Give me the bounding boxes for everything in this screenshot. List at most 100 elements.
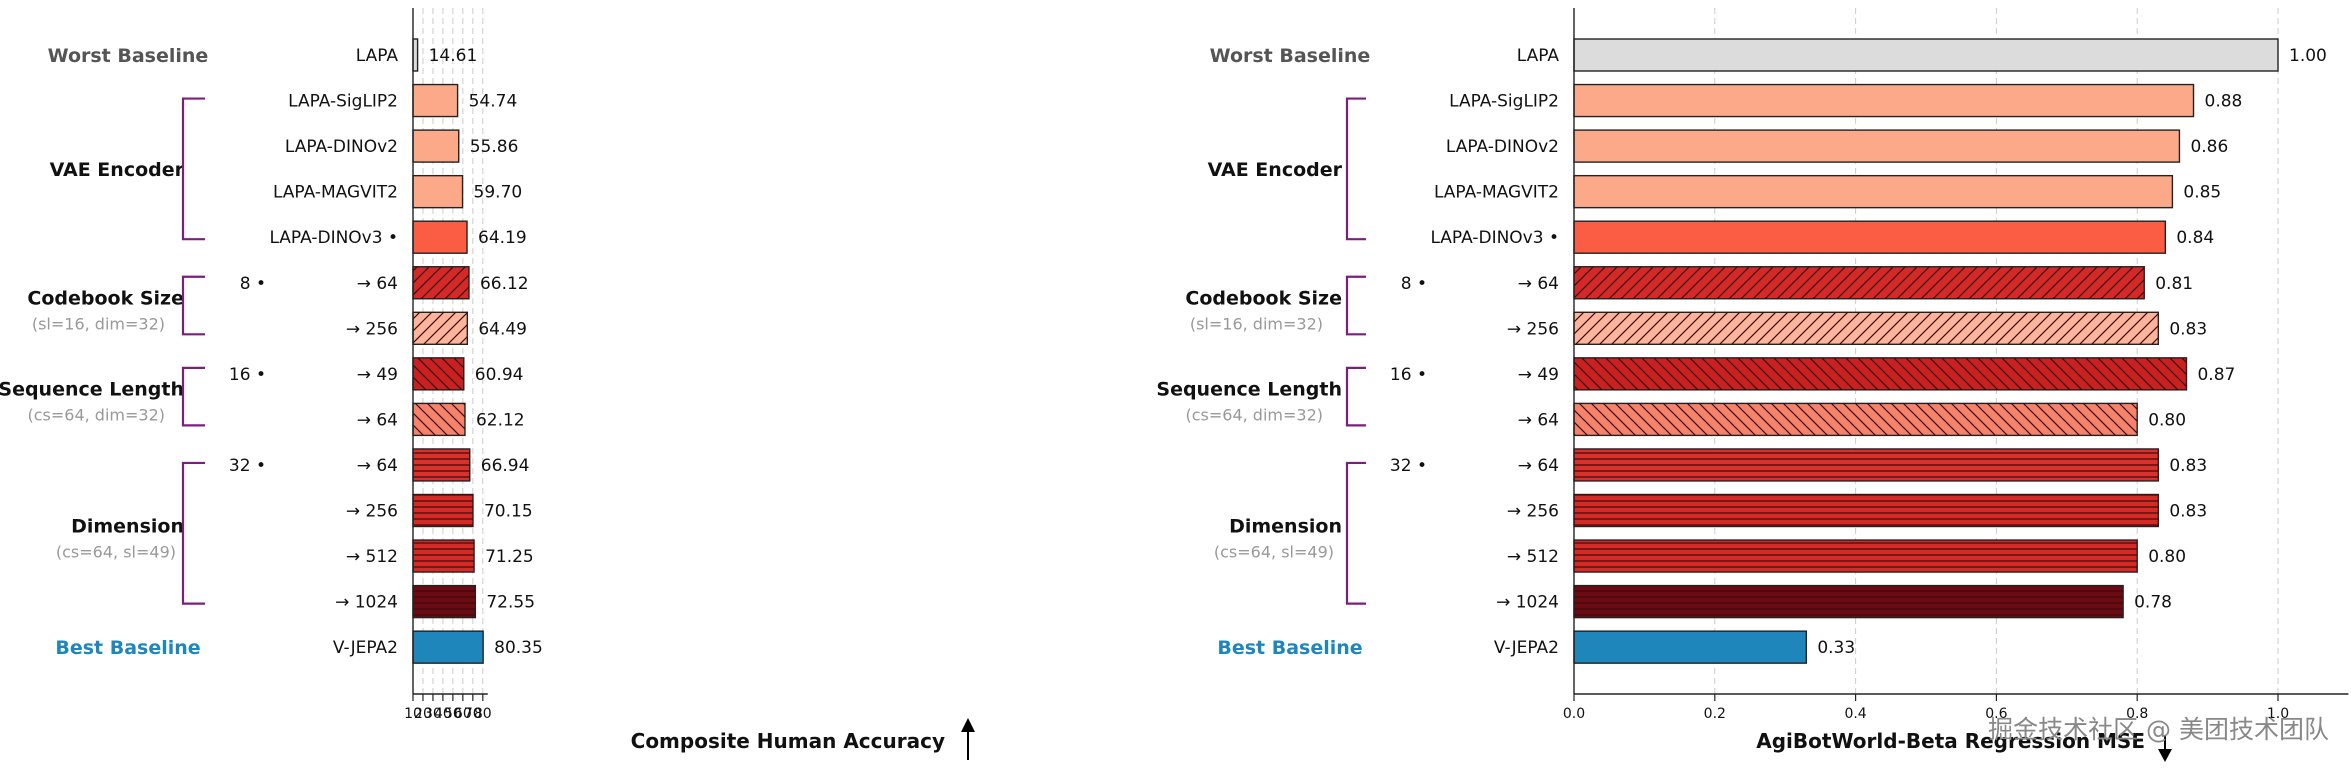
panel1-group-bracket xyxy=(181,461,205,605)
panel2-x-tick-label: 1.0 xyxy=(2267,706,2289,722)
panel1-group-subtitle: (cs=64, sl=49) xyxy=(56,542,176,561)
panel2-group-bracket xyxy=(1345,275,1366,336)
panel1-category-label: → 64 xyxy=(357,456,398,476)
panel1-category-label: → 256 xyxy=(346,319,398,339)
panel2-category-label: V-JEPA2 xyxy=(1494,638,1559,658)
panel1-bar-hatch xyxy=(413,448,470,481)
panel1-group-title: Worst Baseline xyxy=(48,45,209,67)
panel2-value-label: 1.00 xyxy=(2289,46,2327,66)
panel2-value-label: 0.88 xyxy=(2205,92,2243,112)
panel2-group-bracket xyxy=(1345,97,1366,241)
panel2-category-label: LAPA-MAGVIT2 xyxy=(1434,183,1559,203)
panel2-category-label: → 64 xyxy=(1518,274,1559,294)
panel1-bar xyxy=(412,129,460,163)
panel1-x-tick-label: 80 xyxy=(474,706,492,722)
panel1-x-tick-label: 70 xyxy=(464,706,482,722)
panel2-bar xyxy=(1573,83,2195,118)
panel2-bar xyxy=(1573,630,1808,664)
panel1-value-label: 66.94 xyxy=(481,456,530,476)
panel2-bar-hatch xyxy=(1574,312,2159,345)
panel2-bar xyxy=(1573,38,2279,72)
panel1-value-label: 72.55 xyxy=(486,593,535,613)
panel2-group-title: Worst Baseline xyxy=(1210,45,1371,67)
panel2-category-label: → 512 xyxy=(1507,547,1559,567)
panel2-x-tick-label: 0.8 xyxy=(2126,706,2148,722)
panel1-x-tick-label: 50 xyxy=(444,706,462,722)
panel2-value-label: 0.83 xyxy=(2169,319,2207,339)
panel2-value-label: 0.85 xyxy=(2183,183,2221,203)
panel1-x-tick-label: 40 xyxy=(434,706,452,722)
panel2-group-subtitle: (cs=64, dim=32) xyxy=(1185,406,1323,425)
panel1-value-label: 80.35 xyxy=(494,638,543,658)
panel1-value-label: 62.12 xyxy=(476,410,525,430)
panel1-value-label: 60.94 xyxy=(475,365,524,385)
panel2-value-label: 0.87 xyxy=(2197,365,2235,385)
panel2-group-title: Codebook Size xyxy=(1185,288,1342,310)
panel1-x-axis-label: Composite Human Accuracy xyxy=(631,729,945,753)
panel2-bar xyxy=(1573,129,2181,163)
panel1-group-bracket xyxy=(181,366,205,427)
panel1-value-label: 59.70 xyxy=(474,183,523,203)
panel1-bar-hatch xyxy=(413,312,468,345)
panel1-group-title: Best Baseline xyxy=(55,637,200,659)
panel1-value-label: 71.25 xyxy=(485,547,534,567)
panel1-x-tick-label: 30 xyxy=(424,706,442,722)
panel2-group-subtitle: (cs=64, sl=49) xyxy=(1214,542,1334,561)
panel2-group-bracket xyxy=(1345,366,1366,427)
panel1-bar-hatch xyxy=(413,494,473,527)
panel1-category-label: → 512 xyxy=(346,547,398,567)
panel2-group-title: Best Baseline xyxy=(1217,637,1362,659)
panel1-value-label: 55.86 xyxy=(470,137,519,157)
panel1-group-title: Dimension xyxy=(71,515,184,537)
panel2-value-label: 0.84 xyxy=(2176,228,2214,248)
panel2-value-label: 0.86 xyxy=(2190,137,2228,157)
panel1-category-label: LAPA-DINOv3 • xyxy=(269,228,398,248)
panel2-category-label: LAPA-DINOv2 xyxy=(1446,137,1559,157)
panel1-bar-hatch xyxy=(413,403,465,436)
panel1-x-tick-label: 10 xyxy=(404,706,422,722)
panel1-group-title: Sequence Length xyxy=(0,379,184,401)
panel2-bar-hatch xyxy=(1574,403,2138,436)
panel1-x-tick-label: 60 xyxy=(454,706,472,722)
panel1-category-label: LAPA-DINOv2 xyxy=(285,137,398,157)
panel1-bar-hatch xyxy=(413,357,464,390)
panel2-category-label: → 64 xyxy=(1518,456,1559,476)
panel2-bar-hatch xyxy=(1574,540,2138,573)
panel1-value-label: 14.61 xyxy=(429,46,478,66)
panel1-base-marker: 16 • xyxy=(229,365,266,385)
panel2-category-label: → 1024 xyxy=(1496,593,1559,613)
panel1-group-bracket xyxy=(181,97,205,241)
panel1-bar xyxy=(412,174,464,209)
panel1-category-label: → 64 xyxy=(357,274,398,294)
panel2-x-tick-label: 0.0 xyxy=(1563,706,1585,722)
panel1-category-label: LAPA-SigLIP2 xyxy=(288,92,398,112)
panel2-category-label: → 256 xyxy=(1507,319,1559,339)
panel1-value-label: 54.74 xyxy=(469,92,518,112)
panel1-group-bracket xyxy=(181,275,205,336)
panel1-base-marker: 32 • xyxy=(229,456,266,476)
panel2-category-label: → 256 xyxy=(1507,502,1559,522)
panel1-group-subtitle: (sl=16, dim=32) xyxy=(32,315,165,334)
panel2-group-title: Sequence Length xyxy=(1156,379,1342,401)
panel2-x-tick-label: 0.6 xyxy=(1985,706,2007,722)
panel1-category-label: → 49 xyxy=(357,365,398,385)
panel1-value-label: 66.12 xyxy=(480,274,529,294)
panel2-bar xyxy=(1573,174,2174,209)
panel1-bar-hatch xyxy=(413,266,469,299)
watermark-text: 掘金技术社区 @ 美团技术团队 xyxy=(1988,715,2329,744)
panel2-category-label: → 49 xyxy=(1518,365,1559,385)
panel2-base-marker: 16 • xyxy=(1390,365,1427,385)
panel1-value-label: 64.49 xyxy=(478,319,527,339)
panel2-category-label: LAPA-SigLIP2 xyxy=(1449,92,1559,112)
panel1-group-title: Codebook Size xyxy=(27,288,184,310)
panel1-group-title: VAE Encoder xyxy=(50,159,185,181)
panel1-x-tick-label: 20 xyxy=(414,706,432,722)
panel2-value-label: 0.83 xyxy=(2169,456,2207,476)
panel2-x-tick-label: 0.4 xyxy=(1844,706,1866,722)
panel2-group-title: Dimension xyxy=(1229,515,1342,537)
panel2-value-label: 0.78 xyxy=(2134,593,2172,613)
panel2-bar-hatch xyxy=(1574,494,2159,527)
panel2-category-label: → 64 xyxy=(1518,410,1559,430)
panel2-value-label: 0.33 xyxy=(1817,638,1855,658)
